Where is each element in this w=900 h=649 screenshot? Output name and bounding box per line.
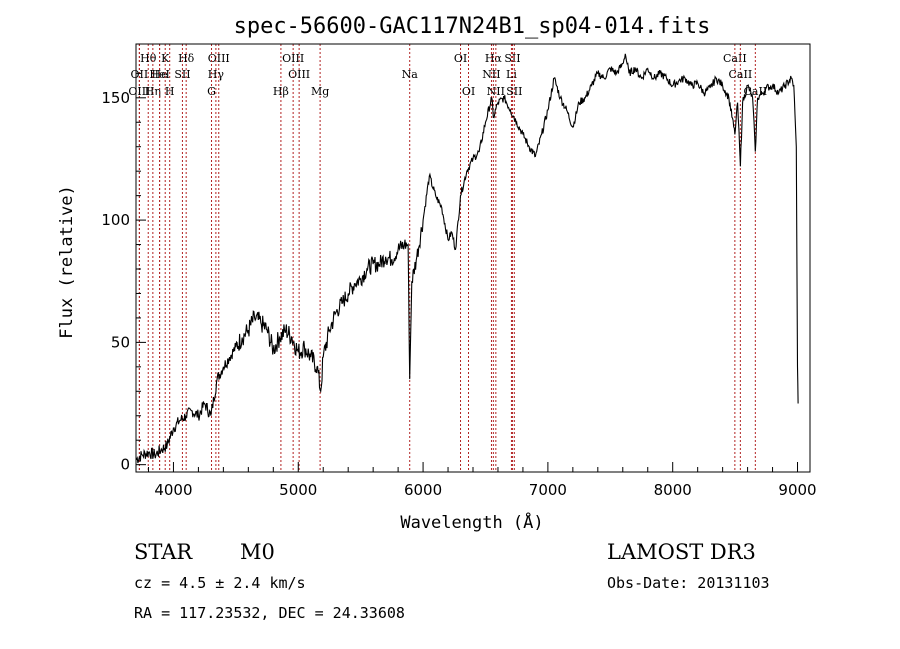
redshift-cz: cz = 4.5 ± 2.4 km/s xyxy=(134,574,306,592)
observation-date: Obs-Date: 20131103 xyxy=(607,574,770,592)
spectral-line-label: SII xyxy=(506,85,522,98)
spectral-line-label: CaII xyxy=(729,68,753,81)
coordinates: RA = 117.23532, DEC = 24.33608 xyxy=(134,604,405,622)
spectral-line-label: Mg xyxy=(311,85,329,98)
spectral-line-label: OII xyxy=(131,68,149,81)
spectral-line-label: Na xyxy=(402,68,419,81)
spectral-line-label: OI xyxy=(462,85,475,98)
y-tick-label: 100 xyxy=(101,211,130,229)
y-tick-label: 0 xyxy=(120,456,130,474)
x-tick-label: 8000 xyxy=(654,481,692,499)
spectral-line-label: NII xyxy=(487,85,505,98)
object-class: STAR xyxy=(134,540,193,564)
spectral-line-label: OIII xyxy=(208,52,230,65)
x-tick-label: 7000 xyxy=(529,481,567,499)
spectral-line-label: SII xyxy=(504,52,520,65)
x-axis-label: Wavelength (Å) xyxy=(400,511,543,533)
spectral-line-label: Hγ xyxy=(208,68,225,81)
chart-title: spec-56600-GAC117N24B1_sp04-014.fits xyxy=(234,14,711,39)
spectral-line-label: Hβ xyxy=(273,85,289,98)
spectral-line-label: CaII xyxy=(723,52,747,65)
spectral-line-label: He xyxy=(152,68,168,81)
axis-ticks: 4000 5000 6000 7000 8000 9000 0 50 100 150 xyxy=(101,72,817,499)
y-tick-label: 50 xyxy=(111,333,130,351)
x-tick-label: 5000 xyxy=(279,481,317,499)
spectral-line-label: Li xyxy=(506,68,517,81)
x-tick-label: 4000 xyxy=(154,481,192,499)
spectral-line-label: NII xyxy=(482,68,500,81)
spectral-line-label: Hδ xyxy=(178,52,195,65)
spectral-line-label: SII xyxy=(174,68,190,81)
spectral-line-label: Hθ xyxy=(140,52,157,65)
spectrum-line xyxy=(135,53,799,464)
spectral-line-label: OIII xyxy=(288,68,310,81)
spectral-line-label: Hη xyxy=(145,85,161,98)
plot-frame xyxy=(135,43,811,473)
y-tick-label: 150 xyxy=(101,89,130,107)
spectral-line-label: HeI xyxy=(149,68,169,81)
spectral-line-label: K xyxy=(161,52,170,65)
x-tick-label: 6000 xyxy=(404,481,442,499)
spectral-line-label: Hα xyxy=(485,52,503,65)
object-subclass: M0 xyxy=(240,540,275,564)
x-tick-label: 9000 xyxy=(778,481,816,499)
spectral-line-label: OIII xyxy=(282,52,304,65)
spectral-line-label: OI xyxy=(454,52,467,65)
spectral-line-label: OIII xyxy=(128,85,150,98)
spectral-line-label: G xyxy=(207,85,216,98)
spectral-line-label: H xyxy=(165,85,175,98)
y-axis-label: Flux (relative) xyxy=(57,185,77,339)
survey-name: LAMOST DR3 xyxy=(607,540,756,564)
